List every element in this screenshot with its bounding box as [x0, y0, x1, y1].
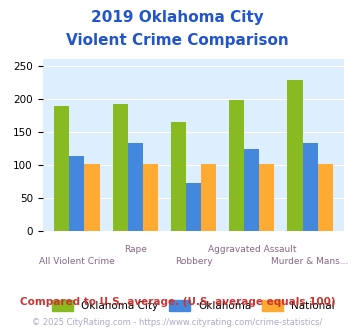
Text: 2019 Oklahoma City: 2019 Oklahoma City — [91, 10, 264, 25]
Text: © 2025 CityRating.com - https://www.cityrating.com/crime-statistics/: © 2025 CityRating.com - https://www.city… — [32, 318, 323, 327]
Bar — [244, 149, 259, 231]
Legend: Oklahoma City, Oklahoma, National: Oklahoma City, Oklahoma, National — [48, 296, 339, 315]
Text: Murder & Mans...: Murder & Mans... — [271, 257, 349, 266]
Bar — [84, 164, 99, 231]
Bar — [171, 122, 186, 231]
Bar — [54, 106, 69, 231]
Bar — [69, 156, 84, 231]
Bar — [259, 164, 274, 231]
Bar — [186, 183, 201, 231]
Bar — [318, 164, 333, 231]
Bar — [201, 164, 216, 231]
Bar — [302, 143, 318, 231]
Bar — [128, 143, 143, 231]
Text: Violent Crime Comparison: Violent Crime Comparison — [66, 33, 289, 48]
Text: All Violent Crime: All Violent Crime — [39, 257, 115, 266]
Bar — [288, 80, 302, 231]
Bar — [229, 100, 244, 231]
Text: Compared to U.S. average. (U.S. average equals 100): Compared to U.S. average. (U.S. average … — [20, 297, 335, 307]
Text: Aggravated Assault: Aggravated Assault — [208, 245, 296, 254]
Text: Rape: Rape — [124, 245, 147, 254]
Bar — [143, 164, 158, 231]
Text: Robbery: Robbery — [175, 257, 212, 266]
Bar — [113, 104, 128, 231]
